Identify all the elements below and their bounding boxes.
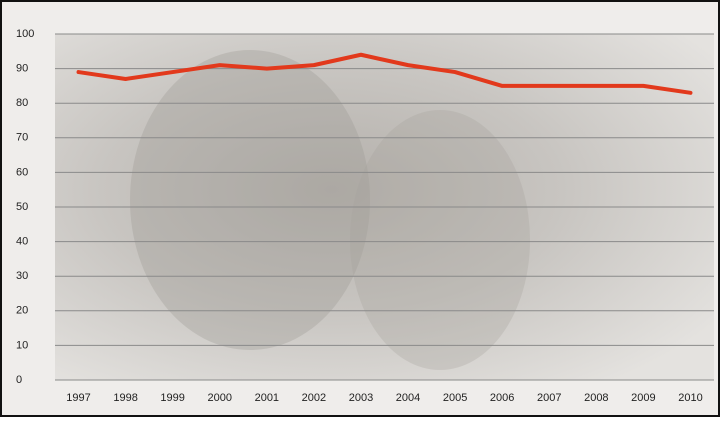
y-tick-label: 60: [16, 166, 28, 178]
y-tick-label: 0: [16, 374, 22, 386]
x-tick-label: 2000: [208, 392, 232, 404]
line: [76, 52, 693, 95]
y-tick-label: 50: [16, 201, 28, 213]
y-tick-label: 40: [16, 236, 28, 248]
x-tick-label: 1997: [66, 392, 90, 404]
x-tick-label: 2005: [443, 392, 467, 404]
x-tick-label: 2010: [678, 392, 702, 404]
x-tick-label: 2008: [584, 392, 608, 404]
x-tick-label: 2007: [537, 392, 561, 404]
photo-figure: [350, 110, 530, 370]
y-tick-label: 70: [16, 132, 28, 144]
x-tick-label: 2009: [631, 392, 655, 404]
y-tick-label: 20: [16, 305, 28, 317]
y-tick-label: 80: [16, 97, 28, 109]
photo-figure: [130, 50, 370, 350]
x-tick-label: 1999: [160, 392, 184, 404]
x-tick-label: 1998: [113, 392, 137, 404]
x-tick-label: 2006: [490, 392, 514, 404]
y-tick-label: 30: [16, 270, 28, 282]
x-tick-label: 2002: [302, 392, 326, 404]
y-tick-label: 90: [16, 63, 28, 75]
x-tick-label: 2003: [349, 392, 373, 404]
y-tick-label: 100: [16, 28, 34, 40]
x-tick-label: 2004: [396, 392, 420, 404]
x-tick-label: 2001: [255, 392, 279, 404]
y-tick-label: 10: [16, 339, 28, 351]
